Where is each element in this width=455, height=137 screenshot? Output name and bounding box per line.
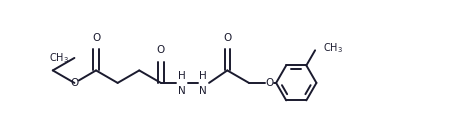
Text: N: N [199, 86, 207, 96]
Text: O: O [157, 45, 165, 55]
Text: O: O [265, 78, 273, 88]
Text: O: O [70, 78, 78, 88]
Text: CH$_3$: CH$_3$ [49, 51, 69, 65]
Text: O: O [222, 33, 231, 43]
Text: N: N [178, 86, 186, 96]
Text: CH$_3$: CH$_3$ [323, 42, 343, 55]
Text: O: O [92, 33, 100, 43]
Text: H: H [199, 71, 207, 81]
Text: H: H [178, 71, 186, 81]
